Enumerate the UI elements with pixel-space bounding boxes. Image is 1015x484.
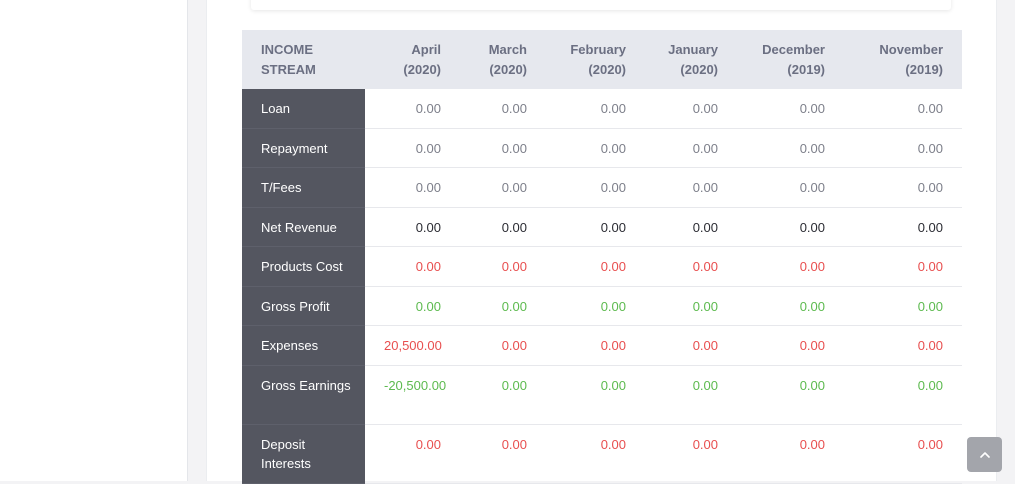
- income-stream-table: INCOME STREAM April (2020) March (2020) …: [242, 30, 962, 484]
- table-cell: 0.00: [546, 246, 645, 287]
- table-row: Expenses 20,500.00 0.00 0.00 0.00 0.00 0.00: [242, 325, 962, 366]
- table-cell: -20,500.00: [365, 365, 460, 425]
- table-row: Loan 0.00 0.00 0.00 0.00 0.00 0.00: [242, 89, 962, 129]
- month-header: January (2020): [645, 30, 737, 89]
- table-cell: 0.00: [546, 286, 645, 326]
- table-cell: 0.00: [365, 167, 460, 208]
- table-cell: 0.00: [460, 286, 546, 326]
- table-cell: 0.00: [737, 89, 844, 129]
- table-cell: 0.00: [546, 424, 645, 484]
- table-cell: 0.00: [365, 89, 460, 129]
- table-cell: 0.00: [737, 207, 844, 247]
- table-cell: 0.00: [844, 365, 962, 425]
- income-stream-header: INCOME STREAM: [242, 30, 365, 89]
- table-cell: 0.00: [546, 207, 645, 247]
- table-cell: 0.00: [844, 167, 962, 208]
- table-cell: 0.00: [737, 246, 844, 287]
- table-row: Deposit Interests 0.00 0.00 0.00 0.00 0.00 0.0…: [242, 424, 962, 484]
- table-cell: 0.00: [546, 365, 645, 425]
- table-cell: 0.00: [365, 207, 460, 247]
- table-cell: 0.00: [546, 128, 645, 168]
- table-cell: 0.00: [645, 286, 737, 326]
- table-cell: 20,500.00: [365, 325, 460, 366]
- month-header: March (2020): [460, 30, 546, 89]
- table-cell: 0.00: [844, 325, 962, 366]
- table-header-row: INCOME STREAM April (2020) March (2020) …: [242, 30, 962, 89]
- chevron-up-icon: [979, 452, 990, 458]
- table-cell: 0.00: [460, 365, 546, 425]
- row-label: Expenses: [242, 325, 365, 366]
- row-label: Loan: [242, 89, 365, 129]
- table-cell: 0.00: [737, 424, 844, 484]
- table-cell: 0.00: [737, 286, 844, 326]
- table-cell: 0.00: [645, 424, 737, 484]
- row-label: Gross Earnings: [242, 365, 365, 425]
- table-cell: 0.00: [546, 325, 645, 366]
- table-row: Gross Profit 0.00 0.00 0.00 0.00 0.00 0.00: [242, 286, 962, 326]
- table-cell: 0.00: [737, 325, 844, 366]
- main-content: INCOME STREAM April (2020) March (2020) …: [206, 0, 997, 484]
- table-cell: 0.00: [365, 286, 460, 326]
- table-cell: 0.00: [737, 365, 844, 425]
- table-cell: 0.00: [546, 167, 645, 208]
- table-cell: 0.00: [365, 424, 460, 484]
- table-cell: 0.00: [460, 128, 546, 168]
- table-cell: 0.00: [737, 128, 844, 168]
- row-label: Gross Profit: [242, 286, 365, 326]
- table-cell: 0.00: [460, 167, 546, 208]
- table-cell: 0.00: [844, 246, 962, 287]
- month-header: November (2019): [844, 30, 962, 89]
- row-label: T/Fees: [242, 167, 365, 208]
- table-cell: 0.00: [460, 207, 546, 247]
- row-label: Repayment: [242, 128, 365, 168]
- table-cell: 0.00: [844, 424, 962, 484]
- table-cell: 0.00: [365, 128, 460, 168]
- table-cell: 0.00: [645, 325, 737, 366]
- table-cell: 0.00: [844, 286, 962, 326]
- table-row: T/Fees 0.00 0.00 0.00 0.00 0.00 0.00: [242, 167, 962, 208]
- table-cell: 0.00: [365, 246, 460, 287]
- table-cell: 0.00: [460, 424, 546, 484]
- row-label: Products Cost: [242, 246, 365, 287]
- table-cell: 0.00: [645, 365, 737, 425]
- table-cell: 0.00: [460, 246, 546, 287]
- table-cell: 0.00: [645, 246, 737, 287]
- summary-card: [251, 0, 951, 10]
- table-cell: 0.00: [546, 89, 645, 129]
- table-cell: 0.00: [645, 167, 737, 208]
- table-row: Repayment 0.00 0.00 0.00 0.00 0.00 0.00: [242, 128, 962, 168]
- row-label: Deposit Interests: [242, 424, 365, 484]
- month-header: December (2019): [737, 30, 844, 89]
- table-row: Net Revenue 0.00 0.00 0.00 0.00 0.00 0.00: [242, 207, 962, 247]
- table-cell: 0.00: [460, 325, 546, 366]
- table-row: Gross Earnings -20,500.00 0.00 0.00 0.00 0.00…: [242, 365, 962, 425]
- table-cell: 0.00: [737, 167, 844, 208]
- table-cell: 0.00: [844, 207, 962, 247]
- row-label: Net Revenue: [242, 207, 365, 247]
- month-header: February (2020): [546, 30, 645, 89]
- sidebar: [0, 0, 188, 481]
- scroll-to-top-button[interactable]: [967, 437, 1002, 472]
- table-cell: 0.00: [645, 128, 737, 168]
- month-header: April (2020): [365, 30, 460, 89]
- table-cell: 0.00: [844, 89, 962, 129]
- table-cell: 0.00: [844, 128, 962, 168]
- table-cell: 0.00: [460, 89, 546, 129]
- table-row: Products Cost 0.00 0.00 0.00 0.00 0.00 0.00: [242, 246, 962, 287]
- table-cell: 0.00: [645, 89, 737, 129]
- table-cell: 0.00: [645, 207, 737, 247]
